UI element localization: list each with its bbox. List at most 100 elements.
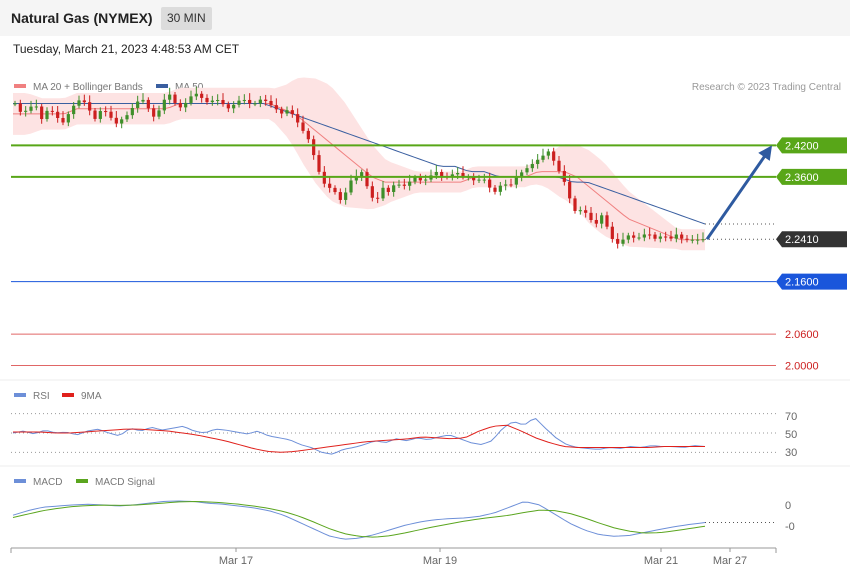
candle [50, 106, 54, 116]
candle [701, 232, 705, 243]
candle [29, 100, 33, 114]
candle-body [413, 177, 417, 182]
candle [125, 111, 129, 122]
legend-rsi-swatch [14, 393, 26, 397]
candle-body [18, 103, 22, 112]
candle [418, 173, 422, 185]
legend-ma50-label: MA 50 [175, 82, 204, 93]
candle [194, 86, 198, 101]
candle-body [626, 235, 630, 240]
legend-macd-label: MACD [33, 477, 62, 488]
current-price-tag [776, 231, 847, 248]
candle-body [440, 171, 444, 177]
candle [472, 173, 476, 186]
candle-body [290, 110, 294, 115]
candle-body [194, 93, 198, 97]
candle [162, 93, 166, 115]
candle-body [162, 99, 166, 111]
candle [221, 93, 225, 107]
candle-body [674, 234, 678, 239]
level-label-2.1600: 2.1600 [785, 277, 819, 289]
timestamp: Tuesday, March 21, 2023 4:48:53 AM CET [13, 42, 240, 56]
candle-body [493, 187, 497, 192]
candle-body [98, 111, 102, 119]
candle-body [258, 99, 262, 104]
candle-body [690, 239, 694, 241]
x-tick-mar27: Mar 27 [713, 555, 747, 567]
candle [264, 94, 268, 106]
candle [114, 111, 118, 128]
x-tick-mar17: Mar 17 [219, 555, 253, 567]
candles [13, 86, 705, 249]
candle-body [653, 234, 657, 239]
candle [290, 105, 294, 118]
candle-body [24, 110, 28, 112]
candle-body [242, 99, 246, 101]
candle [504, 179, 508, 191]
candle [269, 95, 273, 108]
candle-body [264, 99, 268, 101]
candle-body [552, 151, 556, 161]
candle-body [392, 185, 396, 192]
candle-body [34, 106, 38, 108]
rsi-tick-50: 50 [785, 429, 797, 441]
candle [605, 211, 609, 230]
ma50-line [13, 102, 706, 225]
candle [285, 106, 289, 117]
rsi-tick-30: 30 [785, 447, 797, 459]
candle [525, 164, 529, 175]
candle [648, 227, 652, 240]
candle [546, 148, 550, 160]
candle [216, 94, 220, 106]
macd-tick-neg0: -0 [785, 521, 795, 533]
candle [658, 232, 662, 243]
candle-body [152, 108, 156, 117]
candle-body [648, 234, 652, 236]
candle [450, 169, 454, 181]
current-price-label: 2.2410 [785, 234, 819, 246]
level-tag-2.1600 [776, 273, 847, 290]
candle [232, 101, 236, 114]
candle-body [56, 111, 60, 118]
legend-ma20-label: MA 20 + Bollinger Bands [33, 82, 143, 93]
x-tick-mar19: Mar 19 [423, 555, 457, 567]
candle [440, 169, 444, 181]
candle [557, 156, 561, 174]
candle [328, 176, 332, 193]
candle-body [376, 197, 380, 199]
candle-body [317, 155, 321, 172]
candle-body [173, 94, 177, 103]
candle [392, 181, 396, 197]
macd-signal-line [12, 501, 706, 538]
copyright-text: Research © 2023 Trading Central [692, 82, 841, 93]
candle-body [509, 184, 513, 186]
candle-body [573, 198, 577, 211]
candle-body [504, 184, 508, 186]
candle-body [146, 99, 150, 109]
candle-body [424, 179, 428, 181]
candle-body [546, 151, 550, 156]
candle [301, 115, 305, 134]
candle [45, 107, 49, 122]
candle-body [642, 234, 646, 238]
candle [520, 169, 524, 182]
candle [333, 185, 337, 195]
candle [248, 93, 252, 109]
candle-body [333, 187, 337, 193]
candle [589, 207, 593, 223]
level-label-2.0600: 2.0600 [785, 329, 819, 341]
candle-body [130, 107, 134, 116]
candle-body [578, 210, 582, 212]
forecast-arrow-head [758, 145, 772, 161]
candle-body [658, 236, 662, 239]
candle [104, 106, 108, 117]
candle-body [621, 239, 625, 244]
candle [349, 174, 353, 196]
candle-body [605, 215, 609, 227]
timeframe-badge[interactable]: 30 MIN [161, 7, 212, 30]
candle [317, 150, 321, 175]
candle-body [221, 99, 225, 105]
candle-body [514, 176, 518, 185]
candle-body [664, 236, 668, 238]
